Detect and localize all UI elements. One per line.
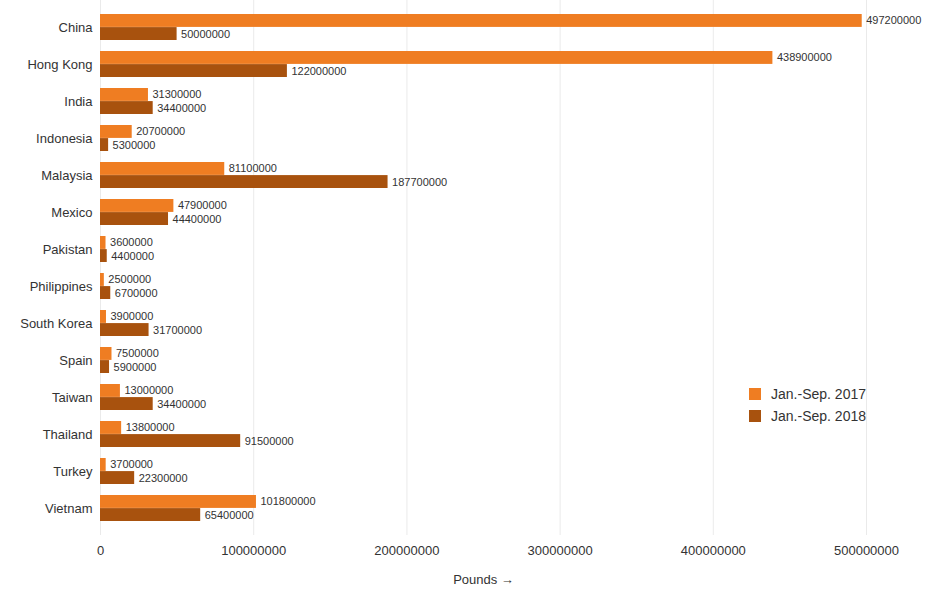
svg-text:4400000: 4400000	[111, 250, 154, 262]
svg-text:22300000: 22300000	[139, 472, 188, 484]
svg-text:Thailand: Thailand	[43, 427, 93, 442]
svg-text:34400000: 34400000	[157, 102, 206, 114]
svg-text:5900000: 5900000	[114, 361, 157, 373]
svg-text:Indonesia: Indonesia	[36, 131, 93, 146]
svg-text:91500000: 91500000	[245, 435, 294, 447]
svg-text:Turkey: Turkey	[53, 464, 93, 479]
svg-text:300000000: 300000000	[528, 543, 593, 558]
svg-text:34400000: 34400000	[157, 398, 206, 410]
svg-text:3700000: 3700000	[110, 458, 153, 470]
svg-text:47900000: 47900000	[178, 199, 227, 211]
svg-text:Philippines: Philippines	[30, 279, 93, 294]
svg-text:India: India	[64, 94, 93, 109]
svg-text:50000000: 50000000	[181, 28, 230, 40]
svg-text:187700000: 187700000	[392, 176, 447, 188]
svg-text:65400000: 65400000	[205, 509, 254, 521]
svg-text:122000000: 122000000	[291, 65, 346, 77]
svg-text:South Korea: South Korea	[20, 316, 93, 331]
svg-text:Spain: Spain	[59, 353, 92, 368]
svg-text:Pakistan: Pakistan	[43, 242, 93, 257]
svg-text:2500000: 2500000	[108, 273, 151, 285]
html-text:Jan.-Sep. 2017: Jan.-Sep. 2017	[771, 386, 866, 402]
svg-text:13000000: 13000000	[124, 384, 173, 396]
html-text:Jan.-Sep. 2018: Jan.-Sep. 2018	[771, 408, 866, 424]
svg-text:101800000: 101800000	[260, 495, 315, 507]
svg-text:438900000: 438900000	[777, 51, 832, 63]
svg-text:81100000: 81100000	[229, 162, 277, 174]
svg-text:Hong Kong: Hong Kong	[27, 57, 92, 72]
svg-text:Vietnam: Vietnam	[45, 501, 92, 516]
svg-text:20700000: 20700000	[136, 125, 185, 137]
svg-text:200000000: 200000000	[374, 543, 439, 558]
svg-text:3600000: 3600000	[110, 236, 153, 248]
svg-text:Pounds →: Pounds →	[453, 572, 514, 587]
svg-text:Taiwan: Taiwan	[52, 390, 92, 405]
svg-text:500000000: 500000000	[834, 543, 899, 558]
svg-text:3900000: 3900000	[110, 310, 153, 322]
svg-text:44400000: 44400000	[173, 213, 222, 225]
svg-text:0: 0	[97, 543, 104, 558]
svg-text:Malaysia: Malaysia	[41, 168, 93, 183]
svg-text:7500000: 7500000	[116, 347, 159, 359]
svg-text:31700000: 31700000	[153, 324, 202, 336]
svg-text:5300000: 5300000	[113, 139, 156, 151]
svg-text:China: China	[59, 20, 94, 35]
svg-text:13800000: 13800000	[126, 421, 175, 433]
svg-text:100000000: 100000000	[221, 543, 286, 558]
svg-text:400000000: 400000000	[681, 543, 746, 558]
svg-text:31300000: 31300000	[152, 88, 201, 100]
svg-text:497200000: 497200000	[866, 14, 921, 26]
svg-text:6700000: 6700000	[115, 287, 158, 299]
svg-text:Mexico: Mexico	[51, 205, 92, 220]
